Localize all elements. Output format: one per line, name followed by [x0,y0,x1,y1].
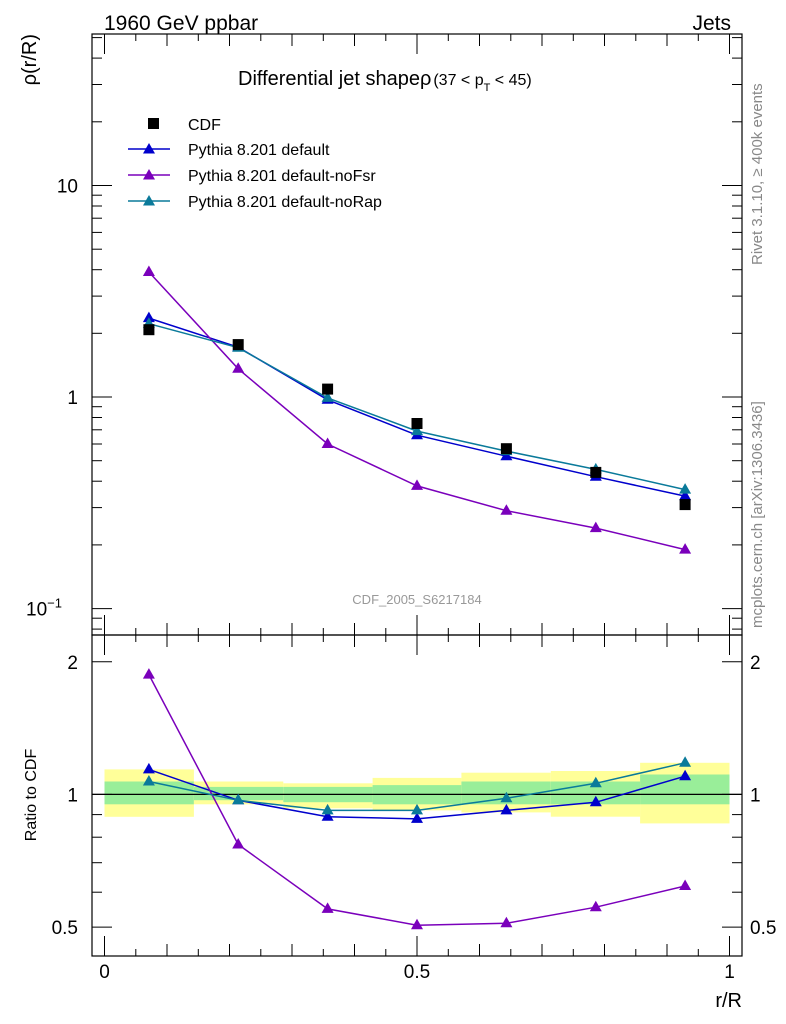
ratio-point-pythia-8-201-default-nofsr [321,902,334,913]
x-tick-label: 0 [99,962,110,983]
ratio-point-pythia-8-201-default-nofsr [411,918,423,930]
series-line-pythia-8-201-default-norap [148,322,686,491]
main-series-group [142,265,692,554]
ratio-y-tick-label: 1 [67,785,78,806]
legend-nofsr-label: Pythia 8.201 default-noFsr [188,168,376,185]
main-title-sub: T [484,82,491,94]
header-right: Jets [692,12,731,35]
ratio-point-pythia-8-201-default-norap [321,803,334,815]
legend-cdf-label: CDF [188,117,221,134]
data-point-cdf [590,466,602,478]
ratio-point-pythia-8-201-default-norap [679,756,692,767]
main-title: Differential jet shapeρ (37 < pT < 45) [238,68,532,94]
ratio-point-pythia-8-201-default [500,803,513,815]
ratio-y-tick-label-right: 0.5 [750,918,776,939]
ratio-x-tick-labels: 0 0.5 1 [99,962,735,983]
analysis-watermark: CDF_2005_S6217184 [352,592,481,607]
data-point-pythia-8-201-default-nofsr [679,543,692,554]
main-y-axis-label: ρ(r/R) [19,34,41,85]
data-point-pythia-8-201-default [142,311,155,323]
data-point-pythia-8-201-default-norap [679,483,692,494]
ratio-point-pythia-8-201-default-nofsr [679,879,692,890]
ratio-y-tick-labels: 0.5 1 2 [52,653,78,939]
x-tick-label: 1 [724,962,735,983]
ratio-y-axis-label: Ratio to CDF [23,749,40,842]
ratio-point-pythia-8-201-default-norap [142,775,155,786]
data-point-pythia-8-201-default-nofsr [142,265,155,276]
ratio-point-pythia-8-201-default [589,795,602,807]
main-y-tick-labels: 10−1 1 10 [26,177,78,621]
series-cdf [143,324,691,511]
data-point-pythia-8-201-default-norap [321,391,334,402]
ratio-point-pythia-8-201-default-nofsr [500,916,513,928]
data-point-pythia-8-201-default-nofsr [411,479,423,490]
main-tick-marks [92,34,742,635]
ratio-point-pythia-8-201-default-norap [232,793,245,805]
ratio-y-tick-label: 0.5 [52,918,78,939]
data-point-cdf [679,499,691,511]
data-point-pythia-8-201-default-nofsr [500,504,513,515]
ratio-point-pythia-8-201-default-nofsr [142,668,155,679]
ratio-point-pythia-8-201-default [321,810,334,821]
main-title-range: (37 < p [433,72,483,89]
ratio-y-tick-label-right: 1 [750,785,761,806]
data-point-cdf [500,443,512,455]
legend-default-label: Pythia 8.201 default [188,142,330,159]
data-point-cdf [232,339,244,351]
data-point-cdf [322,383,334,395]
x-tick-label: 0.5 [404,962,430,983]
series-pythia-8-201-default-nofsr [142,265,692,554]
main-title-range-end: < 45) [490,72,531,89]
legend: CDF Pythia 8.201 default Pythia 8.201 de… [128,117,382,211]
ratio-y-tick-labels-right: 0.5 1 2 [750,653,776,939]
main-y-tick-label: 1 [67,388,78,409]
main-y-tick-label: 10−1 [26,596,62,621]
ratio-point-pythia-8-201-default-norap [500,791,513,803]
ratio-band-green [104,781,194,805]
ratio-point-pythia-8-201-default [411,812,423,823]
header-left: 1960 GeV ppbar [104,12,258,35]
main-title-text: Differential jet shapeρ [238,68,431,90]
legend-norap-label: Pythia 8.201 default-noRap [188,194,382,211]
series-pythia-8-201-default-norap [142,317,692,494]
legend-nofsr-marker [143,169,155,180]
ratio-y-tick-label: 2 [67,653,78,674]
data-point-cdf [143,324,155,336]
ratio-series-group [142,668,692,930]
legend-cdf-marker [148,118,159,129]
ratio-y-tick-label-right: 2 [750,653,761,674]
data-point-pythia-8-201-default [679,489,692,501]
ratio-series-pythia-8-201-default-norap [142,756,692,815]
ratio-point-pythia-8-201-default-nofsr [232,838,245,849]
data-point-pythia-8-201-default-nofsr [321,437,334,448]
ratio-tick-marks [92,635,742,956]
data-point-pythia-8-201-default-norap [411,424,423,436]
ratio-point-pythia-8-201-default-norap [411,803,423,815]
ratio-point-pythia-8-201-default [142,762,155,774]
data-point-pythia-8-201-default-nofsr [232,362,245,373]
data-point-pythia-8-201-default-nofsr [589,521,602,533]
ratio-point-pythia-8-201-default-nofsr [589,900,602,912]
series-line-pythia-8-201-default-nofsr [148,271,686,551]
main-y-tick-label: 10 [57,177,78,198]
data-point-cdf [411,418,423,429]
rivet-label: Rivet 3.1.10, ≥ 400k events [749,83,766,265]
legend-default-marker [143,143,155,154]
mcplots-label: mcplots.cern.ch [arXiv:1306.3436] [749,401,766,628]
ratio-point-pythia-8-201-default-norap [589,776,602,788]
ratio-band-green [193,786,284,801]
ratio-point-pythia-8-201-default [679,769,692,781]
ratio-series-pythia-8-201-default-nofsr [142,668,692,930]
x-axis-label: r/R [715,990,742,1012]
legend-norap-marker [143,195,155,206]
